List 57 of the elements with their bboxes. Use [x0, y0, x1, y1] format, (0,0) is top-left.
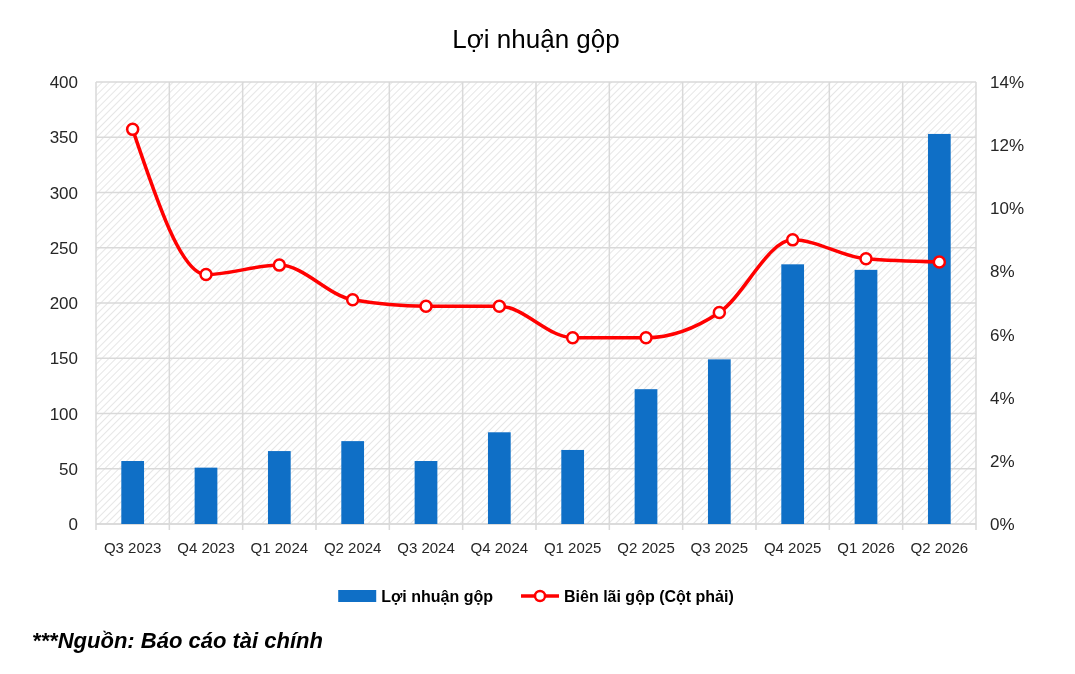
point	[932, 255, 947, 269]
bar	[707, 359, 731, 524]
y-tick-label: 0	[68, 515, 78, 534]
bar	[341, 441, 365, 524]
chart-title: Lợi nhuận gộp	[452, 24, 620, 54]
y-tick-label: 250	[49, 238, 78, 258]
x-tick-label: Q3 2024	[397, 539, 455, 556]
y2-tick-label: 4%	[990, 388, 1015, 408]
x-tick-label: Q2 2024	[323, 539, 382, 556]
bar	[927, 133, 951, 524]
point	[639, 330, 653, 345]
x-tick-label: Q2 2025	[617, 539, 675, 556]
bar	[634, 389, 658, 524]
x-tick-label: Q3 2025	[690, 539, 749, 556]
point	[565, 330, 580, 345]
y2-tick-label: 8%	[990, 262, 1015, 282]
bar	[121, 461, 145, 524]
y2-tick-label: 6%	[990, 325, 1015, 345]
bar	[561, 449, 585, 524]
y-tick-label: 150	[49, 349, 78, 369]
point	[785, 233, 800, 247]
y2-tick-label: 10%	[990, 199, 1025, 219]
bar	[194, 467, 218, 524]
y2-tick-label: 2%	[990, 451, 1015, 471]
x-tick-label: Q4 2023	[177, 539, 235, 556]
point	[125, 122, 140, 137]
bar	[487, 432, 511, 524]
y-tick-label: 200	[49, 294, 78, 313]
legend-label: Lợi nhuận gộp	[381, 588, 494, 605]
point	[419, 299, 433, 313]
y2-tick-label: 12%	[990, 136, 1025, 156]
x-tick-label: Q3 2023	[103, 539, 162, 556]
x-tick-label: Q4 2024	[470, 539, 529, 556]
y-tick-label: 100	[49, 404, 78, 424]
point	[492, 299, 507, 313]
x-tick-label: Q4 2025	[763, 539, 822, 556]
y-tick-label: 50	[59, 459, 78, 479]
x-tick-label: Q2 2026	[910, 539, 969, 556]
y2-tick-label: 0%	[990, 515, 1015, 534]
point	[859, 252, 873, 266]
bar	[854, 269, 878, 524]
x-tick-label: Q1 2026	[837, 539, 895, 556]
bar	[781, 264, 805, 524]
text: ***Nguồn: Báo cáo tài chính	[32, 628, 323, 653]
bar	[267, 451, 291, 524]
point	[345, 293, 360, 307]
point	[272, 258, 287, 272]
x-tick-label: Q1 2024	[250, 539, 309, 556]
y-tick-label: 400	[49, 73, 78, 92]
y-tick-label: 350	[49, 128, 78, 148]
y-tick-label: 300	[49, 183, 78, 203]
point	[712, 305, 727, 320]
y2-tick-label: 14%	[990, 73, 1025, 92]
point	[199, 267, 213, 282]
bar	[414, 461, 438, 524]
x-tick-label: Q1 2025	[543, 539, 602, 556]
legend-label: Biên lãi gộp (Cột phải)	[564, 588, 734, 605]
